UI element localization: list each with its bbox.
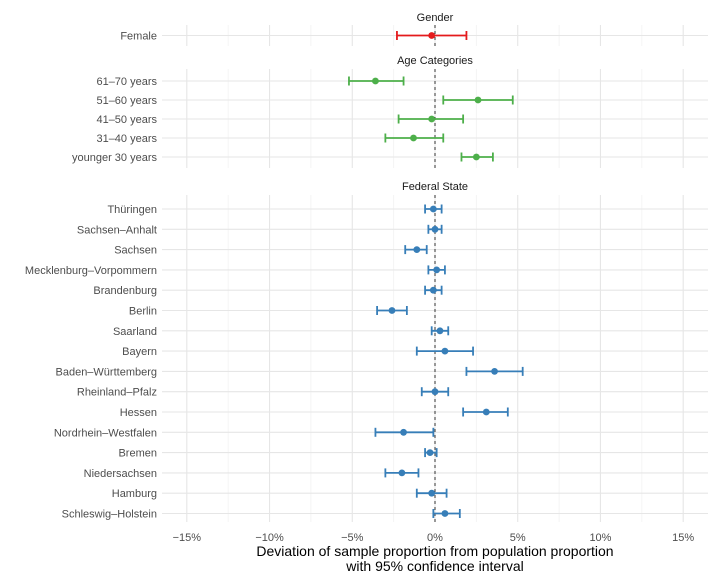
x-tick-label: −10% xyxy=(255,532,284,544)
data-layer xyxy=(348,31,524,518)
data-point xyxy=(433,266,441,274)
data-point xyxy=(428,489,436,497)
category-label: Thüringen xyxy=(107,204,157,216)
x-axis-label-line2: with 95% confidence interval xyxy=(345,558,523,574)
data-point xyxy=(472,153,480,161)
panel-title: Age Categories xyxy=(397,55,473,67)
category-label: Saarland xyxy=(113,326,157,338)
category-label: younger 30 years xyxy=(72,152,157,164)
data-point xyxy=(428,32,436,39)
x-axis-label-line1: Deviation of sample proportion from popu… xyxy=(256,543,613,559)
category-label: Sachsen–Anhalt xyxy=(77,224,157,236)
category-label: Bayern xyxy=(122,346,157,358)
data-point xyxy=(400,428,407,436)
data-point xyxy=(429,286,437,294)
data-point xyxy=(482,408,490,416)
data-point xyxy=(491,368,498,375)
x-tick-label: 0% xyxy=(427,532,443,544)
category-label: Rheinland–Pfalz xyxy=(77,387,157,399)
category-label: 31–40 years xyxy=(96,133,157,145)
data-point xyxy=(426,449,434,456)
data-point xyxy=(398,469,406,477)
data-point xyxy=(429,205,437,213)
x-tick-label: −5% xyxy=(341,532,364,544)
x-tick-label: 5% xyxy=(510,532,526,544)
x-tick-label: 10% xyxy=(589,532,611,544)
data-point xyxy=(474,96,482,104)
category-label: Bremen xyxy=(118,448,157,460)
data-point xyxy=(413,246,421,254)
category-label: Female xyxy=(120,31,157,43)
category-label: Berlin xyxy=(129,306,157,318)
category-label: Baden–Württemberg xyxy=(56,366,158,378)
category-label: Brandenburg xyxy=(93,285,157,297)
panel-title: Gender xyxy=(417,12,454,24)
data-point xyxy=(431,388,439,396)
category-label: Schleswig–Holstein xyxy=(62,509,157,521)
data-point xyxy=(441,347,449,355)
category-label: Mecklenburg–Vorpommern xyxy=(25,265,157,277)
data-point xyxy=(441,510,449,517)
data-point xyxy=(372,77,379,85)
data-point xyxy=(436,327,444,335)
text-layer: Gender Female Age Categories 61–70 years 51–… xyxy=(25,12,694,544)
x-tick-label: −15% xyxy=(173,532,202,544)
category-label: 41–50 years xyxy=(96,114,157,126)
data-point xyxy=(431,225,439,233)
category-label: Niedersachsen xyxy=(84,468,157,480)
category-label: Sachsen xyxy=(114,245,157,257)
x-tick-label: 15% xyxy=(672,532,694,544)
category-label: Hessen xyxy=(120,407,157,419)
category-label: Nordrhein–Westfalen xyxy=(54,427,157,439)
data-point xyxy=(428,115,436,123)
category-label: 51–60 years xyxy=(96,95,157,107)
data-point xyxy=(410,134,417,142)
category-label: Hamburg xyxy=(112,488,157,500)
panel-title: Federal State xyxy=(402,181,468,193)
data-point xyxy=(388,307,396,314)
category-label: 61–70 years xyxy=(96,76,157,88)
